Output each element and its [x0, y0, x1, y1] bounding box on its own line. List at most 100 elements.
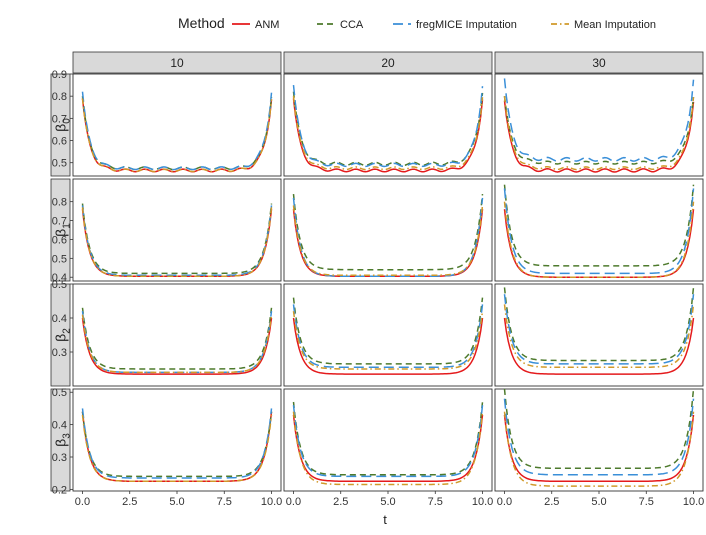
series-line: [292, 311, 484, 370]
x-tick-label: 2.5: [122, 496, 137, 508]
x-tick-label: 2.5: [544, 496, 559, 508]
panel-frame: [283, 388, 493, 492]
panel-frame: [283, 178, 493, 282]
y-tick-label: 0.4: [52, 313, 67, 325]
row-strip: [50, 388, 71, 492]
y-tick-label: 0.8: [52, 91, 67, 103]
series-line: [292, 304, 484, 369]
x-tick-label: 0.0: [75, 496, 90, 508]
x-tick-label: 10.0: [261, 496, 282, 508]
series-line: [503, 414, 695, 483]
row-strip-subscript: 1: [62, 223, 73, 229]
y-tick-label: 0.6: [52, 136, 67, 148]
panel-frame: [494, 388, 704, 492]
y-tick-label: 0.5: [52, 253, 67, 265]
legend-label: CCA: [340, 19, 364, 31]
series-line: [503, 304, 695, 369]
series-line: [81, 205, 273, 277]
series-line: [503, 100, 695, 173]
x-tick-label: 5.0: [380, 496, 395, 508]
series-line: [81, 408, 273, 479]
series-line: [503, 388, 695, 470]
panel-frame: [72, 178, 282, 282]
series-line: [503, 201, 695, 278]
series-line: [292, 197, 484, 278]
series-line: [292, 98, 484, 173]
series-line: [292, 405, 484, 478]
x-tick-label: 7.5: [428, 496, 443, 508]
series-line: [292, 401, 484, 476]
series-line: [81, 91, 273, 171]
y-tick-label: 0.5: [52, 387, 67, 399]
legend-label: fregMICE Imputation: [416, 19, 517, 31]
series-line: [503, 96, 695, 171]
column-strip-label: 30: [592, 56, 606, 70]
legend-title: Method: [178, 15, 225, 31]
y-tick-label: 0.5: [52, 158, 67, 170]
row-strip-subscript: 3: [62, 433, 73, 439]
row-strip-subscript: 2: [62, 328, 73, 334]
y-tick-label: 0.4: [52, 272, 67, 284]
legend-entry: Mean Imputation: [551, 19, 656, 31]
series-line: [292, 414, 484, 483]
series-line: [292, 411, 484, 486]
column-strip-label: 20: [381, 56, 395, 70]
y-tick-label: 0.8: [52, 197, 67, 209]
series-line: [503, 78, 695, 162]
facet-panels: 10 20 30β00.90.80.70.60.5β10.80.70.60.50.4…: [50, 51, 704, 508]
x-axis-label: t: [383, 512, 387, 527]
y-tick-label: 0.7: [52, 216, 67, 228]
series-line: [292, 205, 484, 277]
series-line: [503, 294, 695, 365]
x-tick-label: 5.0: [591, 496, 606, 508]
y-tick-label: 0.3: [52, 452, 67, 464]
x-tick-label: 7.5: [217, 496, 232, 508]
legend-entry: CCA: [317, 19, 364, 31]
row-strip-subscript: 0: [62, 118, 73, 124]
series-line: [292, 96, 484, 171]
y-tick-label: 0.4: [52, 420, 67, 432]
column-strip: [72, 51, 282, 74]
x-tick-label: 5.0: [169, 496, 184, 508]
series-line: [292, 91, 484, 167]
x-tick-label: 0.0: [497, 496, 512, 508]
series-line: [81, 317, 273, 375]
legend-label: Mean Imputation: [574, 19, 656, 31]
legend: Method ANM CCA fregMICE Imputation Mean Imp…: [178, 15, 656, 31]
series-line: [292, 317, 484, 375]
panel-frame: [72, 283, 282, 387]
legend-entry: ANM: [232, 19, 279, 31]
panel-frame: [283, 73, 493, 177]
panel-frame: [283, 283, 493, 387]
column-strip: [283, 51, 493, 74]
row-strip: [50, 283, 71, 387]
series-line: [292, 194, 484, 271]
series-line: [503, 411, 695, 487]
series-line: [503, 96, 695, 165]
series-line: [503, 184, 695, 267]
x-tick-label: 0.0: [286, 496, 301, 508]
legend-entry: fregMICE Imputation: [393, 19, 517, 31]
series-line: [292, 85, 484, 168]
column-strip-label: 10: [170, 56, 184, 70]
series-line: [503, 287, 695, 362]
x-tick-label: 7.5: [639, 496, 654, 508]
panel-frame: [494, 283, 704, 387]
series-line: [81, 311, 273, 374]
series-line: [81, 314, 273, 374]
column-strip: [494, 51, 704, 74]
y-tick-label: 0.7: [52, 113, 67, 125]
y-tick-label: 0.2: [52, 484, 67, 496]
series-line: [81, 414, 273, 483]
series-line: [81, 307, 273, 370]
y-tick-label: 0.9: [52, 69, 67, 81]
series-line: [292, 297, 484, 365]
x-tick-label: 10.0: [472, 496, 493, 508]
row-strip: [50, 73, 71, 177]
series-line: [503, 317, 695, 375]
row-strip: [50, 178, 71, 282]
series-line: [503, 188, 695, 275]
y-tick-label: 0.3: [52, 347, 67, 359]
